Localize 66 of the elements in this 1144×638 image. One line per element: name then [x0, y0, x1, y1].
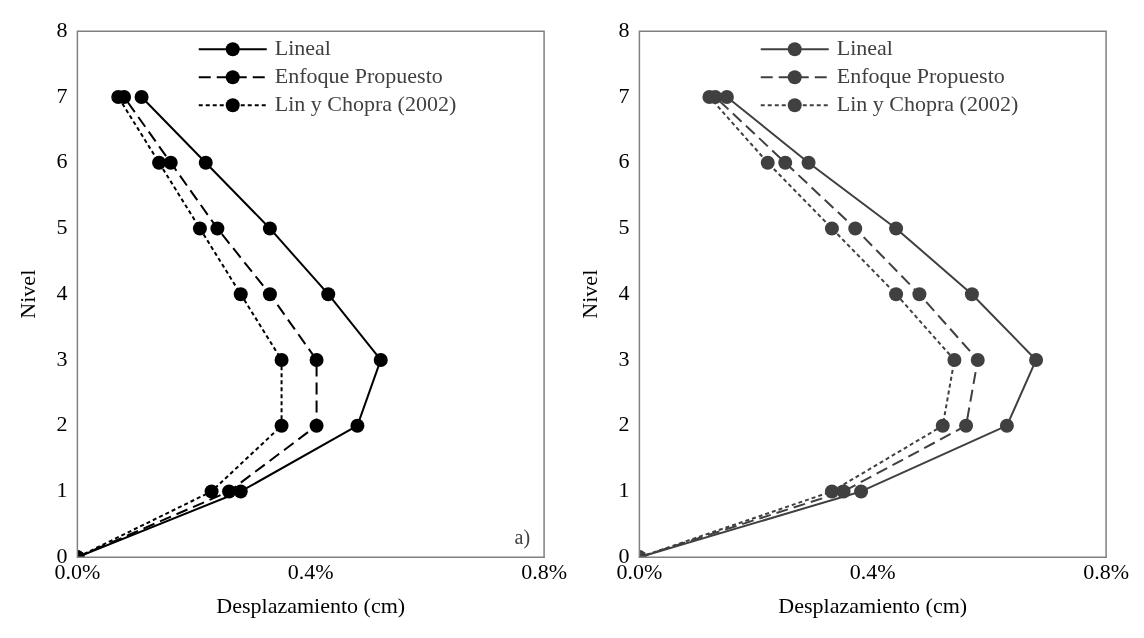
- x-tick-label: 0.4%: [849, 559, 896, 585]
- y-tick-label: 2: [618, 411, 630, 437]
- point: [801, 155, 816, 170]
- y-tick-label: 7: [618, 82, 630, 108]
- y-tick-label: 8: [618, 16, 630, 42]
- y-tick-label: 5: [56, 214, 68, 240]
- x-axis-title: Desplazamiento (cm): [778, 592, 968, 618]
- y-tick-label: 4: [618, 279, 630, 305]
- x-tick-label: 0.8%: [521, 559, 567, 585]
- point: [152, 155, 167, 170]
- point: [1029, 352, 1044, 367]
- y-tick-label: 3: [56, 345, 68, 371]
- point: [233, 287, 248, 302]
- point: [274, 352, 289, 367]
- legend-label: Lineal: [836, 34, 893, 60]
- point: [947, 352, 962, 367]
- legend-label: Enfoque Propuesto: [274, 62, 443, 88]
- point: [824, 221, 839, 236]
- point: [999, 418, 1014, 433]
- y-tick-label: 8: [56, 16, 68, 42]
- point: [321, 287, 336, 302]
- point: [192, 221, 207, 236]
- legend-label: Lineal: [274, 34, 331, 60]
- point: [262, 221, 277, 236]
- point: [889, 221, 904, 236]
- point: [959, 418, 974, 433]
- y-tick-label: 1: [56, 477, 68, 503]
- point: [854, 484, 869, 499]
- x-axis-title: Desplazamiento (cm): [216, 592, 406, 618]
- point: [719, 89, 734, 104]
- point: [912, 287, 927, 302]
- point: [204, 484, 219, 499]
- x-tick-label: 0.8%: [1083, 559, 1129, 585]
- point: [163, 155, 178, 170]
- y-axis-title: Nivel: [14, 269, 40, 319]
- point: [233, 484, 248, 499]
- y-tick-label: 2: [56, 411, 68, 437]
- annotation: a): [514, 526, 531, 550]
- point: [889, 287, 904, 302]
- y-tick-label: 7: [56, 82, 68, 108]
- point: [935, 418, 950, 433]
- y-tick-label: 6: [618, 148, 630, 174]
- point: [373, 352, 388, 367]
- y-tick-label: 1: [618, 477, 630, 503]
- legend-label: Lin y Chopra (2002): [274, 90, 457, 116]
- y-tick-label: 3: [618, 345, 630, 371]
- y-tick-label: 5: [618, 214, 630, 240]
- y-tick-label: 6: [56, 148, 68, 174]
- point: [309, 352, 324, 367]
- point: [198, 155, 213, 170]
- point: [309, 418, 324, 433]
- point: [760, 155, 775, 170]
- point: [964, 287, 979, 302]
- point: [210, 221, 225, 236]
- point: [350, 418, 365, 433]
- point: [970, 352, 985, 367]
- point: [134, 89, 149, 104]
- legend-label: Lin y Chopra (2002): [836, 90, 1019, 116]
- y-axis-title: Nivel: [576, 269, 602, 319]
- point: [778, 155, 793, 170]
- legend-label: Enfoque Propuesto: [836, 62, 1005, 88]
- point: [262, 287, 277, 302]
- y-tick-label: 4: [56, 279, 68, 305]
- point: [848, 221, 863, 236]
- x-tick-label: 0.4%: [287, 559, 334, 585]
- point: [274, 418, 289, 433]
